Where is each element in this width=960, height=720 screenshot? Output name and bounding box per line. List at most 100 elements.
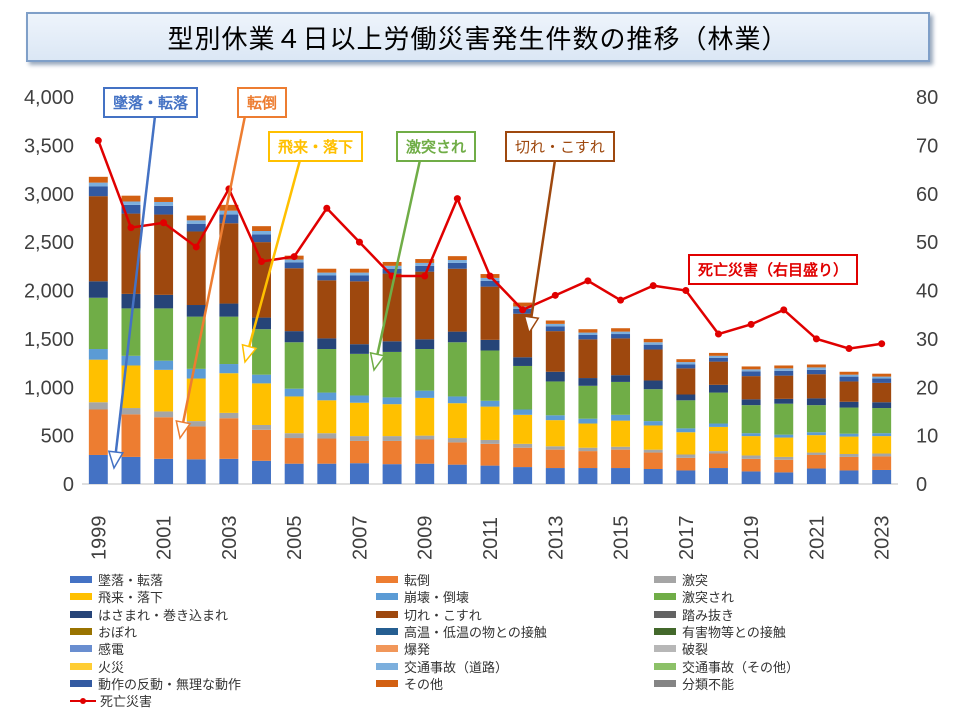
bar-segment bbox=[186, 231, 206, 306]
fatal-point bbox=[747, 320, 755, 328]
bar-segment bbox=[219, 373, 239, 413]
bar-segment bbox=[774, 368, 794, 371]
bar-segment bbox=[447, 438, 467, 443]
bar-segment bbox=[317, 272, 337, 276]
bar-segment bbox=[154, 458, 174, 484]
bar-segment bbox=[415, 339, 435, 350]
bar-segment bbox=[806, 364, 826, 368]
bar-segment bbox=[382, 273, 402, 342]
bar-segment bbox=[806, 454, 826, 469]
fatal-point bbox=[290, 253, 298, 261]
bar-segment bbox=[676, 368, 696, 395]
bar-segment bbox=[154, 308, 174, 361]
arrow-struck-head bbox=[369, 351, 386, 372]
y-right-tick-label: 40 bbox=[916, 281, 938, 303]
bar-segment bbox=[839, 433, 859, 437]
fatal-point bbox=[160, 219, 168, 227]
bar-segment bbox=[349, 272, 369, 276]
bar-segment bbox=[806, 432, 826, 436]
bar-segment bbox=[186, 305, 206, 317]
bar-segment bbox=[611, 338, 631, 376]
bar-segment bbox=[252, 230, 271, 235]
bar-segment bbox=[284, 433, 304, 439]
bar-segment bbox=[154, 417, 174, 459]
bar-segment bbox=[709, 384, 728, 393]
x-tick-label: 2001 bbox=[154, 516, 176, 561]
bar-segment bbox=[415, 259, 435, 263]
bar-segment bbox=[382, 397, 402, 405]
bar-segment bbox=[284, 396, 304, 434]
bar-segment bbox=[643, 421, 663, 426]
arrow-fall-head bbox=[107, 450, 125, 470]
bar-segment bbox=[741, 371, 761, 377]
bar-segment bbox=[252, 374, 271, 384]
bar-segment bbox=[252, 424, 271, 430]
y-left-tick-label: 3,000 bbox=[24, 184, 74, 206]
bar-segment bbox=[154, 411, 174, 418]
legend-item-tumble: 転倒 bbox=[376, 571, 430, 589]
bar-segment bbox=[578, 451, 598, 469]
legend-label: 飛来・落下 bbox=[98, 591, 164, 607]
fatal-point bbox=[551, 291, 559, 299]
fatal-point bbox=[323, 204, 331, 212]
bar-segment bbox=[317, 349, 337, 393]
y-right-tick-label: 70 bbox=[916, 135, 938, 157]
y-left-tick-label: 4,000 bbox=[24, 87, 74, 109]
bar-segment bbox=[741, 455, 761, 459]
arrow-cut-shaft bbox=[530, 159, 557, 318]
x-tick-label: 2009 bbox=[415, 516, 437, 561]
bar-segment bbox=[219, 364, 239, 374]
bar-segment bbox=[447, 268, 467, 332]
bar-segment bbox=[317, 275, 337, 281]
bar-segment bbox=[806, 435, 826, 453]
legend-swatch bbox=[654, 645, 676, 653]
legend-item-fatal: 死亡災害 bbox=[70, 692, 152, 710]
bar-segment bbox=[219, 204, 239, 211]
bar-segment bbox=[872, 378, 892, 383]
bar-segment bbox=[219, 316, 239, 365]
bar-segment bbox=[382, 341, 402, 352]
bar-segment bbox=[741, 369, 761, 372]
bar-segment bbox=[643, 344, 663, 350]
bar-segment bbox=[872, 433, 892, 437]
bar-segment bbox=[447, 396, 467, 404]
bar-segment bbox=[741, 366, 761, 370]
fatal-point bbox=[258, 257, 266, 265]
legend-swatch bbox=[654, 662, 676, 670]
bar-segment bbox=[578, 447, 598, 452]
bar-segment bbox=[872, 408, 892, 434]
bar-segment bbox=[872, 382, 892, 403]
bar-segment bbox=[219, 412, 239, 419]
bar-segment bbox=[154, 214, 174, 295]
bar-segment bbox=[611, 328, 631, 332]
bar-segment bbox=[447, 262, 467, 269]
legend-label: 踏み抜き bbox=[682, 608, 735, 624]
fatal-point bbox=[812, 335, 820, 343]
legend-label: 交通事故（その他） bbox=[682, 660, 800, 676]
bar-segment bbox=[611, 446, 631, 450]
bar-segment bbox=[611, 375, 631, 382]
fatal-point bbox=[845, 345, 853, 353]
legend-swatch bbox=[376, 662, 398, 670]
bar-segment bbox=[88, 281, 108, 298]
fatal-point bbox=[714, 330, 722, 338]
bar-segment bbox=[252, 429, 271, 461]
bar-segment bbox=[513, 443, 533, 448]
legend-swatch bbox=[70, 576, 92, 583]
bar-segment bbox=[578, 329, 598, 333]
bar-segment bbox=[774, 403, 794, 435]
legend-swatch bbox=[70, 645, 92, 653]
y-right-tick-label: 0 bbox=[916, 474, 927, 496]
bar-segment bbox=[88, 186, 108, 197]
x-tick-label: 2005 bbox=[284, 516, 306, 561]
bar-segment bbox=[349, 268, 369, 273]
bar-segment bbox=[806, 398, 826, 406]
legend-item-unclassified: 分類不能 bbox=[654, 675, 734, 693]
bar-segment bbox=[154, 369, 174, 412]
bar-segment bbox=[382, 268, 402, 274]
legend-label: はさまれ・巻き込まれ bbox=[98, 608, 229, 624]
legend-label: 切れ・こすれ bbox=[404, 608, 482, 624]
bar-segment bbox=[545, 449, 565, 469]
bar-segment bbox=[643, 349, 663, 381]
bar-segment bbox=[545, 420, 565, 447]
